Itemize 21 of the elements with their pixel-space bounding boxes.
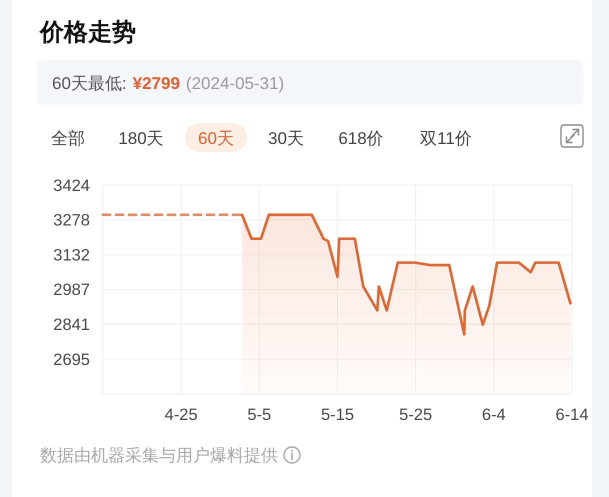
y-tick-label: 2841 xyxy=(53,316,90,334)
y-tick-label: 3424 xyxy=(53,176,90,195)
chart-subtitle: 60天最低: ¥2799 (2024-05-31) xyxy=(52,74,284,93)
text: 618价 xyxy=(338,129,384,148)
text: 30天 xyxy=(268,129,304,148)
text: 60天 xyxy=(198,129,234,148)
y-tick-label: 2695 xyxy=(53,350,90,369)
y-tick-label: 3278 xyxy=(53,212,90,230)
text: 数据由机器采集与用户爆料提供 xyxy=(40,446,278,465)
text: 全部 xyxy=(51,129,85,148)
x-tick-label: 6-4 xyxy=(482,406,506,424)
chart-title: 价格走势 xyxy=(39,19,136,46)
x-tick-label: 4-25 xyxy=(164,406,198,424)
y-tick-label: 3132 xyxy=(53,246,90,265)
x-tick-label: 5-15 xyxy=(320,406,354,424)
x-tick-label: 5-25 xyxy=(399,406,432,424)
x-tick-label: 5-5 xyxy=(247,406,272,424)
x-tick-label: 6-14 xyxy=(555,406,589,424)
text: 180天 xyxy=(118,129,164,148)
y-tick-label: 2987 xyxy=(53,281,90,300)
text: 双11价 xyxy=(420,129,472,148)
